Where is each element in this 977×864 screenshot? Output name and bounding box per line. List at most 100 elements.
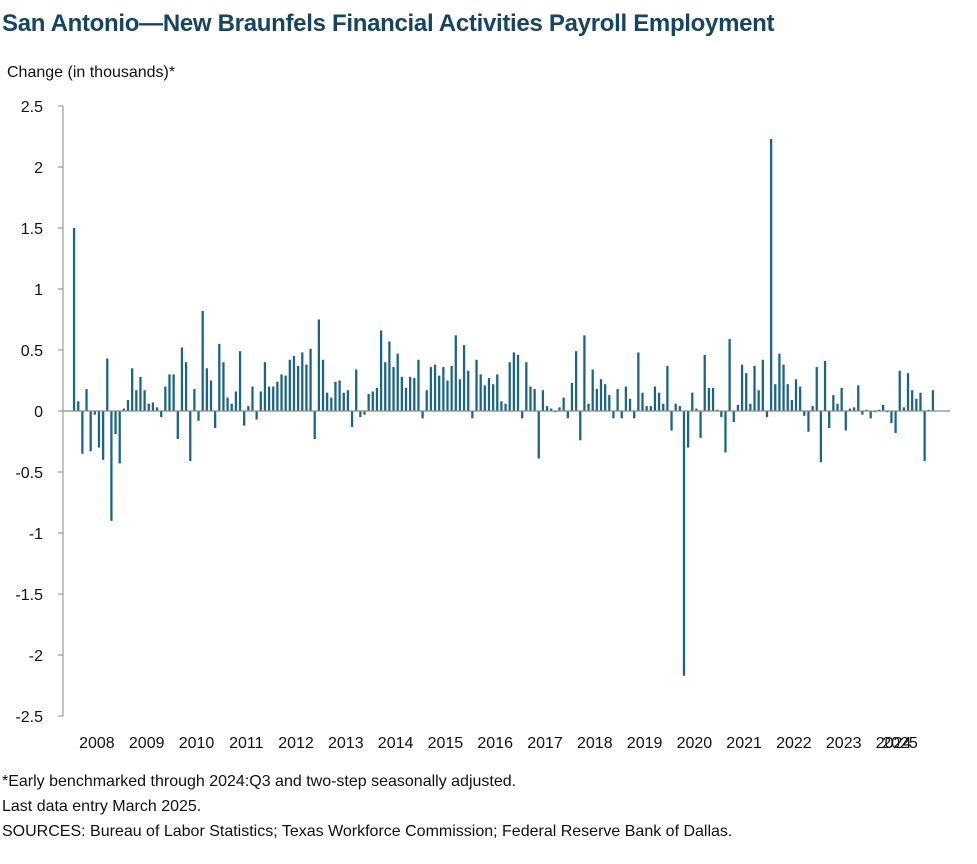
y-tick-label: -1.5 xyxy=(15,587,43,604)
data-bar xyxy=(637,352,640,411)
data-bar xyxy=(815,367,818,411)
x-tick-label: 2023 xyxy=(826,735,862,752)
data-bar xyxy=(869,411,872,419)
data-bar xyxy=(487,378,491,411)
x-tick-label: 2014 xyxy=(378,735,414,752)
data-bar xyxy=(927,409,930,411)
data-bar xyxy=(259,391,262,411)
data-bar xyxy=(375,387,379,411)
data-bar xyxy=(707,387,711,411)
data-bar xyxy=(819,411,823,463)
data-bar xyxy=(496,374,499,411)
data-bar xyxy=(309,348,312,411)
data-bar xyxy=(321,359,325,411)
data-bar xyxy=(342,392,345,411)
data-bar xyxy=(363,411,366,415)
x-tick-label: 2020 xyxy=(677,735,713,752)
data-bar xyxy=(101,411,105,460)
data-bar xyxy=(848,408,852,411)
x-tick-label: 2017 xyxy=(527,735,563,752)
data-bar xyxy=(923,411,926,462)
data-bar xyxy=(388,341,391,411)
data-bar xyxy=(799,386,802,411)
data-bar xyxy=(400,376,403,411)
data-bar xyxy=(765,411,769,418)
data-bar xyxy=(529,386,532,411)
data-bar xyxy=(118,411,121,464)
data-bar xyxy=(919,392,922,411)
data-bar xyxy=(666,365,669,411)
y-tick-label: -2.5 xyxy=(15,709,43,726)
data-bar xyxy=(931,390,935,411)
data-bar xyxy=(823,360,827,411)
data-bar xyxy=(508,362,511,411)
data-bar xyxy=(579,411,582,441)
data-bar xyxy=(313,411,316,440)
data-bar xyxy=(155,407,159,411)
data-bar xyxy=(782,364,785,411)
data-bar xyxy=(97,411,101,448)
data-bar xyxy=(454,335,457,411)
data-bar xyxy=(442,367,445,411)
data-bar xyxy=(699,411,702,438)
x-tick-label: 2008 xyxy=(79,735,115,752)
data-bar xyxy=(429,367,433,411)
data-bar xyxy=(222,362,225,411)
data-bar xyxy=(678,406,681,411)
data-bar xyxy=(267,386,271,411)
y-tick-label: 1.5 xyxy=(21,221,43,238)
data-bar xyxy=(238,351,242,411)
data-bar xyxy=(803,411,806,416)
data-bar xyxy=(525,362,528,411)
footnotes: *Early benchmarked through 2024:Q3 and t… xyxy=(2,769,732,844)
data-bar xyxy=(189,411,192,462)
data-bar xyxy=(857,385,860,411)
data-bar xyxy=(218,343,221,411)
data-bar xyxy=(467,370,470,411)
data-bar xyxy=(624,386,628,411)
data-bar xyxy=(711,387,715,411)
data-bar xyxy=(500,401,503,411)
data-bar xyxy=(836,403,839,411)
data-bar xyxy=(587,403,590,411)
data-bar xyxy=(288,359,291,411)
data-bar xyxy=(326,392,329,411)
data-bar xyxy=(533,389,536,411)
data-bar xyxy=(894,411,897,433)
data-bar xyxy=(438,375,441,411)
footnote-benchmark: *Early benchmarked through 2024:Q3 and t… xyxy=(2,773,517,790)
data-bar xyxy=(164,386,167,411)
data-bar xyxy=(882,404,885,411)
data-bar xyxy=(93,411,96,415)
y-tick-label: 2.5 xyxy=(21,99,43,116)
data-bar xyxy=(346,390,350,411)
data-bar xyxy=(214,411,217,429)
data-bar xyxy=(570,382,574,411)
data-bar xyxy=(720,411,723,418)
data-bar xyxy=(807,411,810,432)
data-bar xyxy=(81,411,84,454)
data-bar xyxy=(197,411,200,421)
data-bar xyxy=(72,228,76,411)
data-bar xyxy=(649,406,652,411)
data-bar xyxy=(85,389,88,411)
data-bar xyxy=(749,403,752,411)
data-bar xyxy=(670,411,673,431)
x-tick-label: 2013 xyxy=(328,735,364,752)
data-bar xyxy=(844,411,847,431)
data-bar xyxy=(392,367,395,411)
data-bar xyxy=(160,411,163,418)
data-bar xyxy=(686,411,690,448)
data-bar xyxy=(778,353,781,411)
data-bar xyxy=(384,362,387,411)
data-bar xyxy=(413,378,416,411)
data-bar xyxy=(359,411,362,418)
data-bar xyxy=(691,392,694,411)
y-tick-label: 0.5 xyxy=(21,343,43,360)
data-bar xyxy=(840,387,843,411)
data-bar xyxy=(612,411,615,419)
data-bar xyxy=(633,411,636,419)
data-bar xyxy=(774,384,777,411)
data-bar xyxy=(350,411,354,427)
data-bar xyxy=(550,408,553,411)
